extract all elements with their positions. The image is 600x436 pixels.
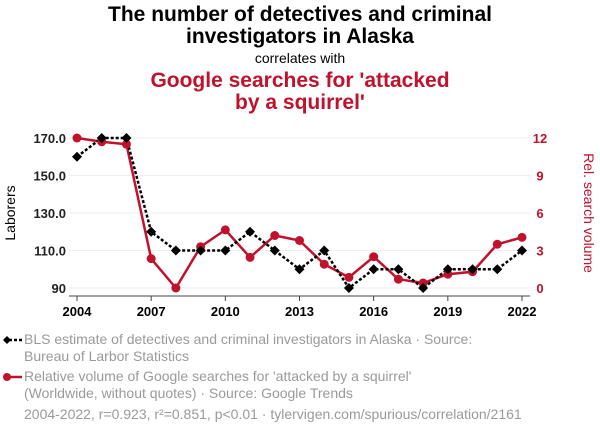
y-tick-label: 150.0: [33, 169, 66, 184]
bls-point: [343, 283, 354, 293]
legend-text: Relative volume of Google searches for '…: [24, 368, 412, 384]
google-point: [171, 283, 181, 293]
y2-tick-label: 12: [533, 131, 547, 146]
x-tick-label: 2016: [359, 304, 388, 319]
bls-point: [442, 264, 453, 275]
legend-text: (Worldwide, without quotes) · Source: Go…: [24, 385, 353, 401]
bls-point: [393, 264, 404, 275]
bls-point: [368, 264, 379, 275]
google-point: [121, 139, 131, 149]
bls-point: [492, 264, 503, 275]
legend-text: Bureau of Larbor Statistics: [24, 348, 189, 364]
bls-point: [170, 245, 181, 256]
bls-point: [195, 245, 206, 256]
bls-point: [96, 133, 107, 143]
subtitle-line-1: Google searches for 'attacked: [150, 69, 450, 92]
bls-point: [269, 245, 280, 256]
x-tick-label: 2004: [63, 304, 93, 319]
bls-point: [72, 151, 82, 162]
google-point: [295, 236, 304, 245]
x-tick-label: 2019: [433, 304, 462, 319]
y2-tick-label: 3: [536, 244, 543, 259]
bls-point: [517, 245, 527, 256]
y2-tick-label: 6: [536, 206, 543, 221]
y-tick-label: 130.0: [33, 206, 66, 221]
y-tick-label: 170.0: [33, 131, 66, 146]
bls-point: [294, 264, 305, 275]
y-tick-label: 110.0: [34, 244, 66, 259]
chart-title: The number of detectives and criminal inv…: [0, 4, 600, 48]
google-point: [517, 232, 527, 242]
bls-point: [245, 226, 256, 237]
title-line-1: The number of detectives and criminal: [108, 3, 492, 26]
y2-axis-label: Rel. search volume: [581, 153, 597, 273]
google-point: [393, 274, 403, 284]
y2-tick-label: 9: [536, 169, 543, 184]
bls-point: [319, 245, 330, 256]
x-tick-label: 2007: [137, 304, 166, 319]
correlates-label: correlates with: [254, 50, 346, 66]
x-tick-label: 2010: [211, 304, 240, 319]
title-line-2: investigators in Alaska: [186, 25, 414, 48]
legend-text: BLS estimate of detectives and criminal …: [24, 331, 473, 347]
google-point: [220, 225, 230, 235]
bls-point: [146, 226, 157, 237]
legend-bls-marker: [3, 336, 11, 344]
x-tick-label: 2022: [508, 304, 537, 319]
bls-point: [121, 133, 132, 143]
footer-stats: 2004-2022, r=0.923, r²=0.851, p<0.01 · t…: [24, 406, 522, 422]
y-tick-label: 90: [52, 281, 66, 296]
legend-google-marker: [3, 373, 11, 381]
google-point: [245, 252, 255, 262]
google-point: [369, 252, 379, 262]
bls-point: [467, 264, 478, 275]
google-point: [319, 259, 329, 269]
chart-subtitle: Google searches for 'attacked by a squirr…: [0, 70, 600, 114]
bls-point: [220, 245, 231, 256]
google-point: [344, 272, 354, 282]
google-point: [270, 231, 280, 240]
y-axis-label: Laborers: [2, 185, 18, 240]
bls-point: [418, 283, 429, 293]
legend-item-google: Relative volume of Google searches for '…: [24, 368, 411, 402]
google-point: [492, 239, 502, 249]
google-point: [146, 254, 156, 264]
legend-item-bls: BLS estimate of detectives and criminal …: [24, 331, 472, 365]
x-tick-label: 2013: [285, 304, 314, 319]
google-point: [72, 133, 82, 143]
y2-tick-label: 0: [536, 281, 543, 296]
subtitle-line-2: by a squirrel': [235, 91, 365, 114]
